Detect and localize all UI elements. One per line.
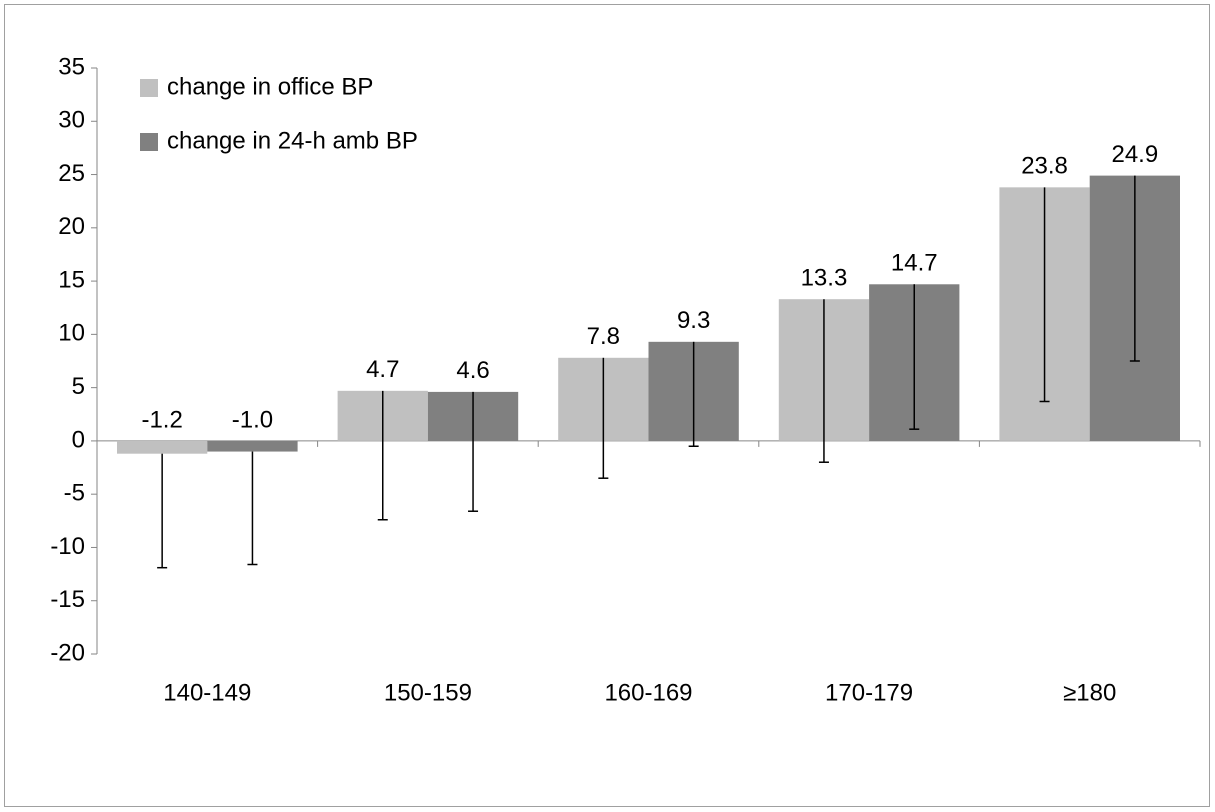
value-label: 9.3 xyxy=(677,307,710,334)
x-tick-label: 160-169 xyxy=(604,679,692,706)
y-tick-label: 10 xyxy=(58,320,85,347)
legend-label: change in 24-h amb BP xyxy=(167,127,418,154)
value-label: 7.8 xyxy=(587,323,620,350)
value-label: 13.3 xyxy=(801,265,848,292)
y-tick-label: -15 xyxy=(50,586,85,613)
legend-swatch xyxy=(140,133,158,151)
legend-label: change in office BP xyxy=(167,73,373,100)
x-tick-label: ≥180 xyxy=(1063,679,1116,706)
value-label: 24.9 xyxy=(1111,141,1158,168)
x-tick-label: 140-149 xyxy=(163,679,251,706)
value-label: 23.8 xyxy=(1021,153,1068,180)
y-tick-label: 20 xyxy=(58,213,85,240)
value-label: 14.7 xyxy=(891,250,938,277)
value-label: 4.7 xyxy=(366,356,399,383)
y-tick-label: -20 xyxy=(50,639,85,666)
y-tick-label: 25 xyxy=(58,160,85,187)
y-tick-label: 5 xyxy=(72,373,85,400)
value-label: 4.6 xyxy=(456,357,489,384)
value-label: -1.0 xyxy=(232,406,273,433)
bar xyxy=(207,440,298,452)
x-tick-label: 150-159 xyxy=(384,679,472,706)
y-tick-label: 30 xyxy=(58,107,85,134)
y-tick-label: 35 xyxy=(58,53,85,80)
bar xyxy=(117,440,208,454)
y-tick-label: -5 xyxy=(64,480,85,507)
value-label: -1.2 xyxy=(141,406,182,433)
y-tick-label: 0 xyxy=(72,426,85,453)
x-tick-label: 170-179 xyxy=(825,679,913,706)
y-tick-label: -10 xyxy=(50,533,85,560)
legend-swatch xyxy=(140,79,158,97)
y-tick-label: 15 xyxy=(58,266,85,293)
